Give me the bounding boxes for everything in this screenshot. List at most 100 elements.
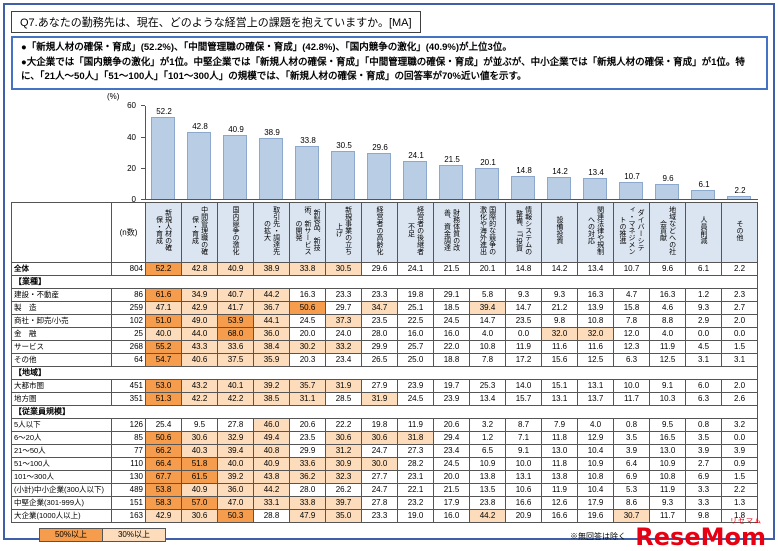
value-cell: 6.5: [469, 444, 506, 459]
value-cell: 2.2: [721, 262, 758, 277]
bar-value-label: 6.1: [698, 179, 710, 189]
value-cell: 61.6: [145, 288, 182, 303]
bar-value-label: 21.5: [444, 155, 460, 165]
value-cell: 16.6: [505, 496, 542, 511]
value-cell: 61.5: [181, 470, 218, 485]
value-cell: 44.2: [469, 509, 506, 524]
value-cell: 9.3: [505, 288, 542, 303]
value-cell: 44.0: [181, 327, 218, 342]
value-cell: 9.5: [649, 418, 686, 433]
bar-slot: 20.1: [470, 106, 506, 200]
legend-high-swatch: 50%以上: [39, 528, 103, 543]
value-cell: 33.8: [289, 496, 326, 511]
value-cell: 18.5: [433, 301, 470, 316]
y-axis-unit-label: (%): [107, 92, 120, 102]
value-cell: 36.0: [253, 327, 290, 342]
value-cell: 23.9: [433, 392, 470, 407]
bar: [259, 138, 283, 200]
value-cell: 42.9: [181, 301, 218, 316]
value-cell: 29.6: [361, 262, 398, 277]
table-row: 51〜100人 110 66.4 51.8 40.0 40.9 33.6 30.9 30.0 28…: [11, 457, 758, 472]
value-cell: 33.2: [325, 340, 362, 355]
column-header-text: 情報システムの整備、IT投資: [515, 205, 532, 255]
value-cell: 0.0: [721, 327, 758, 342]
value-cell: 49.0: [181, 314, 218, 329]
value-cell: 17.2: [505, 353, 542, 368]
value-cell: 14.7: [505, 301, 542, 316]
table-row: サービス 268 55.2 43.3 33.6 38.4 30.2 33.2 29.9 25.7 2…: [11, 340, 758, 355]
row-n-value: 110: [111, 457, 146, 472]
row-n-value: 77: [111, 444, 146, 459]
value-cell: 16.0: [433, 509, 470, 524]
y-axis-tick: [141, 136, 145, 138]
value-cell: 10.4: [577, 444, 614, 459]
section-row: 【地域】: [11, 366, 758, 381]
section-label: 【業種】: [11, 275, 758, 290]
value-cell: 2.6: [721, 392, 758, 407]
bar: [511, 175, 535, 200]
value-cell: 12.9: [577, 431, 614, 446]
value-cell: 6.9: [685, 470, 722, 485]
value-cell: 13.8: [469, 470, 506, 485]
value-cell: 30.7: [613, 509, 650, 524]
bar-slot: 33.8: [290, 106, 326, 200]
row-n-value: 804: [111, 262, 146, 277]
value-cell: 2.2: [721, 483, 758, 498]
value-cell: 39.7: [325, 496, 362, 511]
row-label: 6〜20人: [11, 431, 112, 446]
row-n-value: 86: [111, 288, 146, 303]
value-cell: 10.8: [469, 340, 506, 355]
value-cell: 15.7: [505, 392, 542, 407]
bar-slot: 42.8: [182, 106, 218, 200]
value-cell: 38.4: [253, 340, 290, 355]
value-cell: 23.4: [433, 444, 470, 459]
value-cell: 42.8: [181, 262, 218, 277]
value-cell: 36.7: [253, 301, 290, 316]
table-row: 金 融 25 40.0 44.0 68.0 36.0 20.0 24.0 28.0 16.0 16.…: [11, 327, 758, 342]
value-cell: 16.6: [541, 509, 578, 524]
value-cell: 7.8: [613, 314, 650, 329]
value-cell: 23.9: [397, 379, 434, 394]
value-cell: 10.9: [649, 457, 686, 472]
value-cell: 44.2: [253, 288, 290, 303]
value-cell: 32.0: [541, 327, 578, 342]
value-cell: 11.9: [397, 418, 434, 433]
value-cell: 38.5: [253, 392, 290, 407]
value-cell: 12.5: [649, 353, 686, 368]
value-cell: 3.2: [721, 418, 758, 433]
bar-value-label: 20.1: [480, 157, 496, 167]
n-column-header: (n数): [111, 202, 146, 264]
row-n-value: 268: [111, 340, 146, 355]
value-cell: 1.5: [721, 470, 758, 485]
row-label: 全体: [11, 262, 112, 277]
value-cell: 4.7: [613, 288, 650, 303]
value-cell: 24.0: [325, 327, 362, 342]
value-cell: 46.0: [253, 418, 290, 433]
value-cell: 11.6: [577, 340, 614, 355]
value-cell: 19.6: [577, 509, 614, 524]
value-cell: 4.0: [469, 327, 506, 342]
value-cell: 3.3: [685, 496, 722, 511]
column-header-text: 地域などへの社会貢献: [659, 205, 676, 255]
value-cell: 23.2: [397, 496, 434, 511]
column-header-text: 新規事業の立ち上げ: [335, 205, 352, 255]
value-cell: 13.1: [541, 392, 578, 407]
y-axis-tick: [141, 167, 145, 169]
question-title-text: Q7.あなたの勤務先は、現在、どのような経営上の課題を抱えていますか。[MA]: [20, 17, 412, 29]
bar-chart: (%) 0 20 40 60 52.2 42.8 40.9 38.9 33.8 30.5 29.6…: [11, 92, 768, 204]
value-cell: 40.0: [145, 327, 182, 342]
value-cell: 24.1: [397, 262, 434, 277]
value-cell: 42.2: [181, 392, 218, 407]
value-cell: 25.4: [145, 418, 182, 433]
column-header: 地域などへの社会貢献: [649, 202, 686, 264]
threshold-legend: 50%以上 30%以上: [39, 528, 166, 543]
y-axis-tick-label: 0: [131, 195, 136, 205]
value-cell: 23.5: [505, 314, 542, 329]
column-header-text: 財務体質の改善、資金調達: [443, 209, 460, 252]
value-cell: 3.9: [685, 444, 722, 459]
value-cell: 17.9: [433, 496, 470, 511]
value-cell: 12.3: [613, 340, 650, 355]
value-cell: 54.7: [145, 353, 182, 368]
value-cell: 2.0: [721, 314, 758, 329]
bar-value-label: 14.2: [552, 166, 568, 176]
